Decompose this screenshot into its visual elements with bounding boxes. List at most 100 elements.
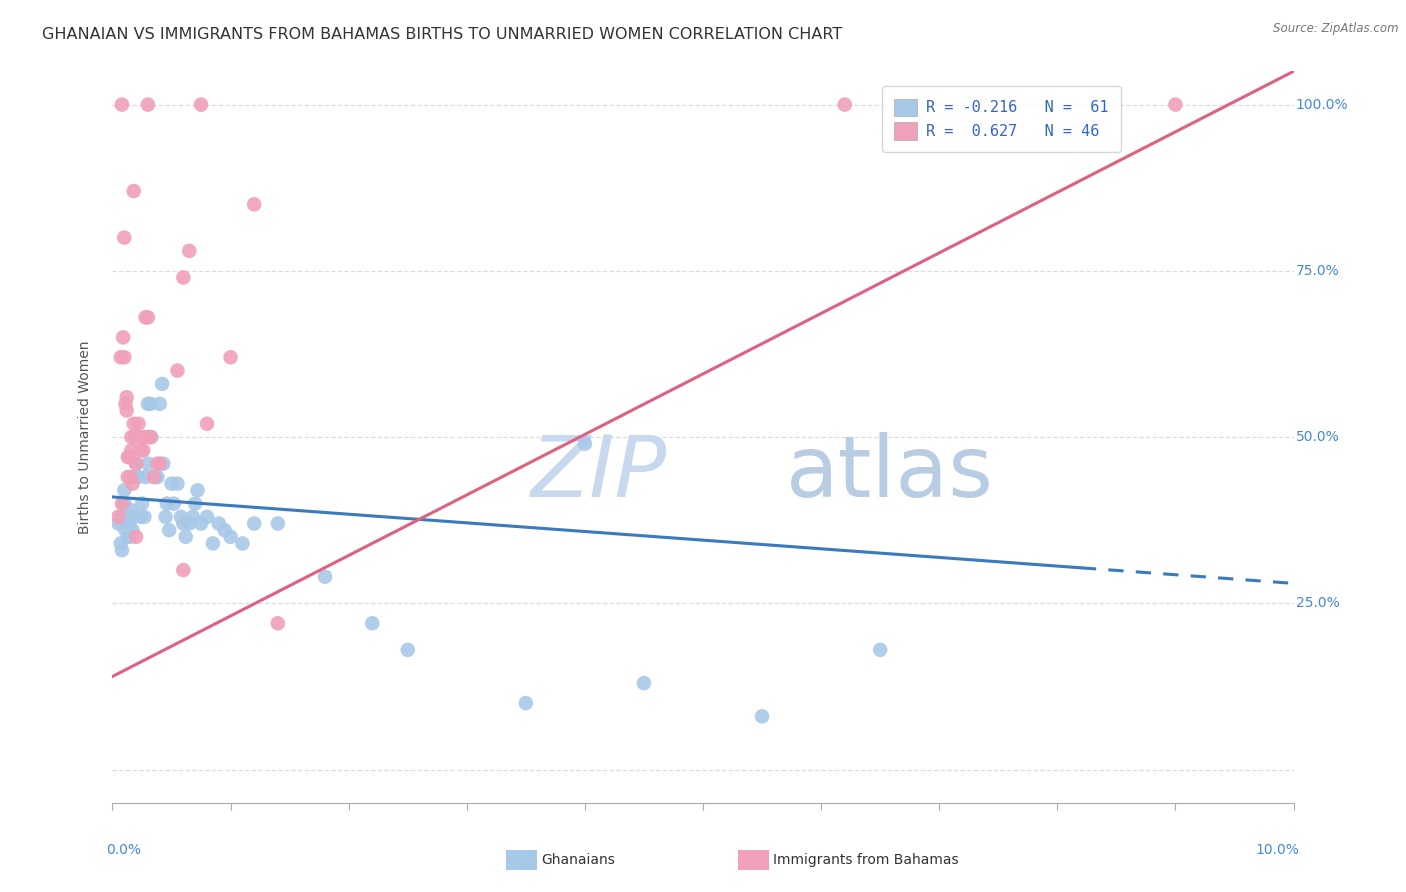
Text: 10.0%: 10.0%	[1256, 843, 1299, 857]
Point	[107, 509, 129, 524]
Point	[124, 470, 146, 484]
Point	[146, 457, 169, 471]
Point	[201, 536, 224, 550]
Point	[107, 516, 129, 531]
Point	[121, 523, 143, 537]
Point	[129, 443, 152, 458]
Point	[111, 97, 134, 112]
Point	[112, 509, 135, 524]
Point	[243, 197, 266, 211]
Point	[170, 509, 193, 524]
Point	[124, 430, 146, 444]
Point	[150, 376, 173, 391]
Point	[834, 97, 856, 112]
Point	[112, 330, 135, 344]
Text: atlas: atlas	[786, 432, 994, 516]
Point	[146, 470, 169, 484]
Point	[110, 536, 132, 550]
Point	[125, 457, 148, 471]
Point	[136, 397, 159, 411]
Point	[186, 483, 208, 498]
Point	[136, 457, 159, 471]
Point	[112, 497, 135, 511]
Point	[174, 530, 197, 544]
Point	[118, 450, 141, 464]
Point	[142, 470, 165, 484]
Point	[125, 457, 148, 471]
Point	[219, 351, 242, 365]
Point	[166, 363, 188, 377]
Point	[172, 563, 194, 577]
Point	[134, 509, 156, 524]
Point	[149, 457, 172, 471]
Point	[117, 470, 139, 484]
Point	[208, 516, 231, 531]
Point	[110, 351, 132, 365]
Point	[156, 497, 179, 511]
Point	[136, 310, 159, 325]
Point	[396, 643, 419, 657]
Legend: R = -0.216   N =  61, R =  0.627   N = 46: R = -0.216 N = 61, R = 0.627 N = 46	[882, 87, 1121, 153]
Point	[112, 483, 135, 498]
Text: 75.0%: 75.0%	[1296, 264, 1340, 277]
Text: 0.0%: 0.0%	[107, 843, 142, 857]
Point	[314, 570, 336, 584]
Text: Source: ZipAtlas.com: Source: ZipAtlas.com	[1274, 22, 1399, 36]
Point	[114, 397, 136, 411]
Point	[172, 270, 194, 285]
Text: Ghanaians: Ghanaians	[541, 853, 616, 867]
Point	[120, 530, 142, 544]
Point	[181, 509, 204, 524]
Point	[142, 470, 165, 484]
Point	[135, 470, 157, 484]
Point	[869, 643, 891, 657]
Point	[118, 516, 141, 531]
Point	[117, 530, 139, 544]
Point	[117, 450, 139, 464]
Text: GHANAIAN VS IMMIGRANTS FROM BAHAMAS BIRTHS TO UNMARRIED WOMEN CORRELATION CHART: GHANAIAN VS IMMIGRANTS FROM BAHAMAS BIRT…	[42, 27, 842, 42]
Point	[127, 470, 149, 484]
Point	[132, 443, 155, 458]
Point	[152, 457, 174, 471]
Point	[115, 509, 138, 524]
Point	[243, 516, 266, 531]
Point	[751, 709, 773, 723]
Point	[267, 516, 290, 531]
Point	[179, 244, 201, 258]
Point	[195, 417, 218, 431]
Point	[141, 430, 163, 444]
Point	[134, 430, 156, 444]
Point	[120, 503, 142, 517]
Point	[267, 616, 290, 631]
Point	[120, 470, 142, 484]
Point	[121, 476, 143, 491]
Text: 50.0%: 50.0%	[1296, 430, 1340, 444]
Point	[122, 417, 145, 431]
Text: 100.0%: 100.0%	[1296, 97, 1348, 112]
Point	[115, 390, 138, 404]
Point	[122, 184, 145, 198]
Point	[129, 509, 152, 524]
Point	[515, 696, 537, 710]
Point	[112, 351, 135, 365]
Point	[157, 523, 180, 537]
Point	[139, 430, 162, 444]
Point	[155, 509, 177, 524]
Point	[122, 509, 145, 524]
Point	[219, 530, 242, 544]
Text: ZIP: ZIP	[531, 432, 668, 516]
Point	[131, 497, 153, 511]
Point	[166, 476, 188, 491]
Point	[125, 530, 148, 544]
Point	[190, 97, 212, 112]
Point	[633, 676, 655, 690]
Point	[112, 230, 135, 244]
Point	[111, 543, 134, 558]
Point	[190, 516, 212, 531]
Point	[111, 497, 134, 511]
Point	[172, 516, 194, 531]
Point	[120, 430, 142, 444]
Point	[145, 470, 167, 484]
Point	[179, 516, 201, 531]
Point	[127, 417, 149, 431]
